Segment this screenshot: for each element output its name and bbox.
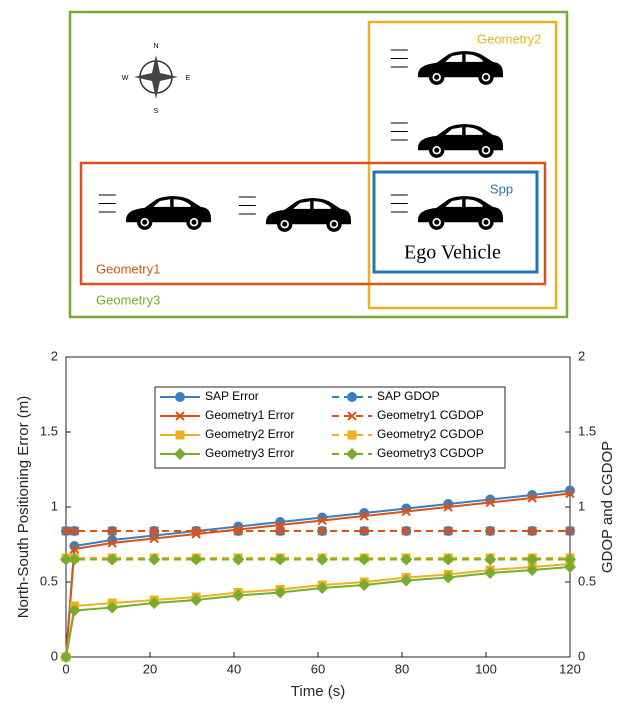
x-tick-label: 120 (559, 661, 581, 676)
car (99, 195, 211, 230)
y2-tick-label: 0.5 (578, 573, 596, 588)
y-tick-label: 0.5 (40, 573, 58, 588)
chart: 02040608010012000.511.5200.511.52Time (s… (15, 348, 616, 700)
legend-marker (175, 392, 185, 402)
ego-label: Ego Vehicle (404, 242, 501, 264)
x-tick-label: 20 (143, 661, 157, 676)
y-tick-label: 2 (51, 348, 58, 363)
legend-label: Geometry3 Error (205, 446, 294, 460)
car (391, 50, 503, 85)
y2-tick-label: 2 (578, 348, 585, 363)
y-tick-label: 1.5 (40, 423, 58, 438)
compass-label: S (154, 108, 159, 115)
y-tick-label: 1 (51, 498, 58, 513)
figure: N E S W Geometry2 Spp Ego Vehicle Geomet… (0, 0, 622, 707)
legend-label: Geometry1 CGDOP (377, 408, 484, 422)
y2-axis-label: GDOP and CGDOP (599, 441, 616, 573)
geometry2-label: Geometry2 (477, 31, 541, 46)
compass-label: E (186, 75, 191, 82)
compass-label: W (122, 75, 129, 82)
legend-label: Geometry2 CGDOP (377, 427, 484, 441)
car (391, 195, 503, 230)
y2-tick-label: 1 (578, 498, 585, 513)
spp-label: Spp (490, 181, 513, 196)
legend-label: SAP GDOP (377, 389, 439, 403)
geometry1-label: Geometry1 (96, 261, 160, 276)
x-axis-label: Time (s) (291, 683, 345, 700)
compass: N E S W (122, 43, 191, 115)
x-tick-label: 40 (227, 661, 241, 676)
car (239, 197, 351, 232)
legend-label: Geometry2 Error (205, 427, 294, 441)
car (391, 123, 503, 158)
y2-tick-label: 0 (578, 648, 585, 663)
y-tick-label: 0 (51, 648, 58, 663)
legend-marker (176, 431, 185, 440)
diagram: N E S W Geometry2 Spp Ego Vehicle Geomet… (70, 12, 567, 317)
x-tick-label: 0 (62, 661, 69, 676)
legend-marker (347, 392, 357, 402)
x-tick-label: 60 (311, 661, 325, 676)
legend-label: SAP Error (205, 389, 259, 403)
legend-label: Geometry1 Error (205, 408, 294, 422)
y2-tick-label: 1.5 (578, 423, 596, 438)
geometry3-label: Geometry3 (96, 292, 160, 307)
legend-label: Geometry3 CGDOP (377, 446, 484, 460)
y-axis-label: North-South Positioning Error (m) (15, 396, 32, 619)
legend-marker (348, 431, 357, 440)
compass-label: N (153, 43, 158, 50)
x-tick-label: 100 (475, 661, 497, 676)
x-tick-label: 80 (395, 661, 409, 676)
